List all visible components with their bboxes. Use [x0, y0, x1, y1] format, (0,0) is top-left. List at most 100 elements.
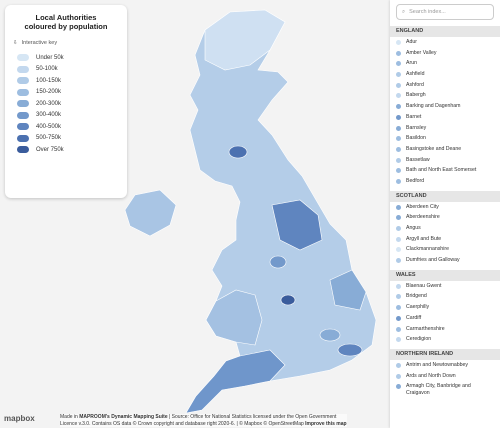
item-label: Aberdeenshire	[406, 214, 440, 221]
index-item[interactable]: Bridgend	[390, 291, 500, 302]
item-dot	[396, 294, 401, 300]
legend-swatch	[17, 54, 29, 62]
search-box[interactable]: ⌕ Search index...	[396, 4, 494, 20]
kent	[337, 343, 363, 357]
item-dot	[396, 93, 401, 99]
item-label: Bedford	[406, 177, 425, 184]
index-list: ENGLAND Adur Amber Valley Arun Ashfield Ashfo…	[390, 26, 500, 396]
item-dot	[396, 72, 401, 78]
section-header: WALES	[390, 269, 500, 281]
legend-label: 100-150k	[36, 77, 62, 84]
index-item[interactable]: Bassetlaw	[390, 155, 500, 166]
item-dot	[396, 204, 401, 210]
highlands	[204, 9, 286, 71]
index-item[interactable]: Angus	[390, 223, 500, 234]
item-dot	[396, 50, 401, 56]
item-label: Bath and North East Somerset	[406, 167, 477, 174]
legend-item[interactable]: 200-300k	[13, 98, 119, 110]
item-dot	[396, 136, 401, 142]
index-item[interactable]: Adur	[390, 37, 500, 48]
item-label: Antrim and Newtownabbey	[406, 361, 468, 368]
legend-item[interactable]: 400-500k	[13, 121, 119, 133]
legend-item[interactable]: Over 750k	[13, 144, 119, 156]
wales	[205, 289, 263, 346]
index-item[interactable]: Blaenau Gwent	[390, 281, 500, 292]
item-label: Armagh City, Banbridge and Craigavon	[406, 383, 471, 396]
attribution-text: Licence v.3.0. Contains OS data © Crown …	[60, 420, 306, 427]
yorkshire	[271, 199, 323, 251]
index-item[interactable]: Barking and Dagenham	[390, 101, 500, 112]
index-item[interactable]: Basildon	[390, 133, 500, 144]
london	[319, 328, 341, 342]
item-dot	[396, 178, 401, 184]
item-dot	[396, 125, 401, 131]
index-item[interactable]: Basingstoke and Deane	[390, 144, 500, 155]
attribution-link[interactable]: Improve this map	[305, 420, 347, 427]
index-item[interactable]: Caerphilly	[390, 302, 500, 313]
item-label: Amber Valley	[406, 49, 437, 56]
index-item[interactable]: Aberdeenshire	[390, 212, 500, 223]
attribution-link[interactable]: MAPROOM's Dynamic Mapping Suite	[79, 414, 168, 420]
item-label: Basildon	[406, 135, 426, 142]
legend-item[interactable]: 300-400k	[13, 110, 119, 122]
item-dot	[396, 362, 401, 368]
key-toggle[interactable]: ⇩ Interactive key	[13, 40, 119, 46]
index-item[interactable]: Ashford	[390, 80, 500, 91]
index-item[interactable]: Arun	[390, 58, 500, 69]
index-item[interactable]: Amber Valley	[390, 48, 500, 59]
legend-item[interactable]: 100-150k	[13, 75, 119, 87]
item-label: Cardiff	[406, 314, 422, 321]
legend-item[interactable]: 50-100k	[13, 64, 119, 76]
legend-items: Under 50k 50-100k 100-150k 150-200k 200-300k…	[13, 52, 119, 156]
legend-title: Local Authorities coloured by population	[24, 13, 108, 31]
index-item[interactable]: Armagh City, Banbridge and Craigavon	[390, 381, 500, 396]
legend-label: 400-500k	[36, 123, 62, 130]
legend-panel: Local Authorities coloured by population…	[5, 5, 127, 198]
index-item[interactable]: Bedford	[390, 176, 500, 187]
item-dot	[396, 104, 401, 110]
item-label: Caerphilly	[406, 304, 430, 311]
index-item[interactable]: Ceredigion	[390, 334, 500, 345]
index-item[interactable]: Cardiff	[390, 313, 500, 324]
index-panel: ⌕ Search index... ENGLAND Adur Amber Valley…	[390, 0, 500, 428]
item-label: Barnsley	[406, 124, 427, 131]
index-item[interactable]: Babergh	[390, 90, 500, 101]
index-item[interactable]: Bath and North East Somerset	[390, 165, 500, 176]
northern-ireland	[124, 189, 177, 237]
south-west	[185, 349, 286, 414]
item-dot	[396, 146, 401, 152]
item-dot	[396, 236, 401, 242]
search-placeholder: Search index...	[409, 9, 446, 15]
legend-item[interactable]: Under 50k	[13, 52, 119, 64]
glasgow	[228, 145, 248, 159]
item-label: Barking and Dagenham	[406, 103, 461, 110]
index-item[interactable]: Antrim and Newtownabbey	[390, 360, 500, 371]
legend-item[interactable]: 150-200k	[13, 87, 119, 99]
index-item[interactable]: Ards and North Down	[390, 371, 500, 382]
item-label: Clackmannanshire	[406, 246, 449, 253]
mapbox-logo[interactable]: mapbox	[4, 414, 35, 423]
item-label: Basingstoke and Deane	[406, 145, 462, 152]
item-dot	[396, 305, 401, 311]
item-label: Blaenau Gwent	[406, 282, 442, 289]
item-dot	[396, 40, 401, 45]
index-item[interactable]: Clackmannanshire	[390, 244, 500, 255]
item-label: Bassetlaw	[406, 156, 430, 163]
key-icon: ⇩	[13, 40, 18, 46]
map	[124, 9, 377, 414]
index-item[interactable]: Carmarthenshire	[390, 324, 500, 335]
section-header: ENGLAND	[390, 26, 500, 37]
legend-swatch	[17, 88, 29, 96]
item-label: Aberdeen City	[406, 203, 439, 210]
index-item[interactable]: Ashfield	[390, 69, 500, 80]
index-item[interactable]: Argyll and Bute	[390, 234, 500, 245]
index-item[interactable]: Barnsley	[390, 123, 500, 134]
legend-item[interactable]: 500-750k	[13, 133, 119, 145]
legend-swatch	[17, 111, 29, 119]
item-dot	[396, 283, 401, 289]
index-item[interactable]: Barnet	[390, 112, 500, 123]
item-dot	[396, 326, 401, 332]
index-item[interactable]: Dumfries and Galloway	[390, 255, 500, 266]
item-label: Angus	[406, 225, 421, 231]
index-item[interactable]: Aberdeen City	[390, 202, 500, 213]
